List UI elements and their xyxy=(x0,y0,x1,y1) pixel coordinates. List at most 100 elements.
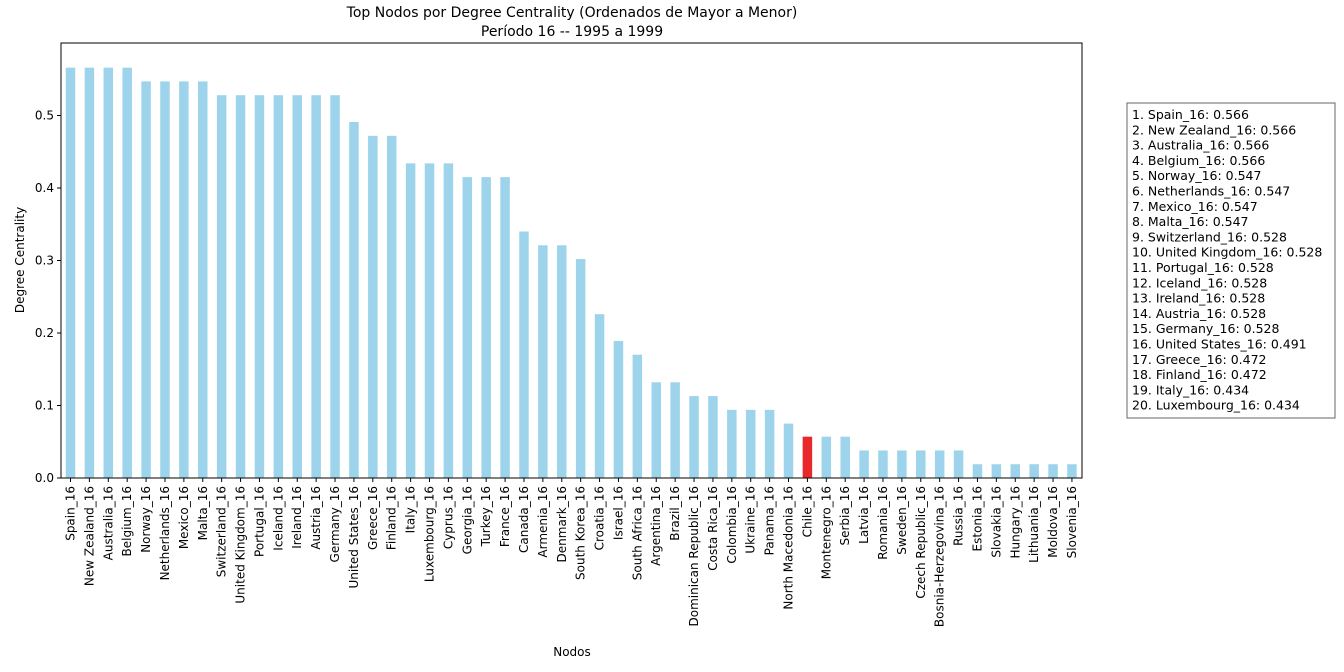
chart-title: Top Nodos por Degree Centrality (Ordenad… xyxy=(346,5,798,21)
bar-switzerland-16 xyxy=(216,95,227,478)
x-tick-label: Cyprus_16 xyxy=(441,486,455,549)
x-tick-label: Germany_16 xyxy=(328,486,342,562)
x-tick-label: Mexico_16 xyxy=(177,486,191,549)
bar-austria-16 xyxy=(311,95,321,478)
legend-entry: 6. Netherlands_16: 0.547 xyxy=(1132,184,1290,199)
x-tick-label: Estonia_16 xyxy=(970,486,984,551)
bar-belgium-16 xyxy=(122,67,132,479)
x-tick-label: Brazil_16 xyxy=(668,486,682,541)
legend-entry: 15. Germany_16: 0.528 xyxy=(1132,321,1279,336)
legend-entry: 4. Belgium_16: 0.566 xyxy=(1132,153,1265,168)
chart-subtitle: Período 16 -- 1995 a 1999 xyxy=(481,24,663,40)
bar-south-africa-16 xyxy=(632,354,643,478)
x-tick-label: Portugal_16 xyxy=(252,486,266,557)
x-tick-label: Ireland_16 xyxy=(290,486,304,549)
bar-panama-16 xyxy=(764,409,775,478)
bar-new-zealand-16 xyxy=(84,67,95,479)
x-tick-label: Finland_16 xyxy=(385,486,399,550)
bar-hungary-16 xyxy=(1010,464,1020,478)
bar-bosnia-herzegovina-16 xyxy=(934,450,945,478)
bar-malta-16 xyxy=(198,81,208,479)
x-tick-label: Croatia_16 xyxy=(593,486,607,550)
x-tick-label: Austria_16 xyxy=(309,486,323,550)
bar-brazil-16 xyxy=(670,382,680,478)
bar-montenegro-16 xyxy=(821,436,832,478)
x-tick-label: Argentina_16 xyxy=(649,486,663,566)
bar-costa-rica-16 xyxy=(708,396,718,478)
y-tick-label: 0.4 xyxy=(35,181,54,195)
bar-moldova-16 xyxy=(1048,464,1058,478)
bar-italy-16 xyxy=(405,163,416,478)
legend-entry: 16. United States_16: 0.491 xyxy=(1132,337,1307,352)
x-tick-label: Canada_16 xyxy=(517,486,531,553)
bar-romania-16 xyxy=(878,450,888,478)
legend-box xyxy=(1126,102,1336,419)
legend-entry: 19. Italy_16: 0.434 xyxy=(1132,382,1249,397)
bar-canada-16 xyxy=(519,231,529,478)
x-tick-label: Costa Rica_16 xyxy=(706,486,720,571)
y-tick-label: 0.5 xyxy=(35,109,54,123)
x-tick-label: Turkey_16 xyxy=(479,486,493,547)
bar-cyprus-16 xyxy=(443,163,454,478)
x-tick-label: South Korea_16 xyxy=(574,486,588,580)
x-tick-label: Iceland_16 xyxy=(271,486,285,551)
bar-denmark-16 xyxy=(557,245,567,478)
legend-entry: 11. Portugal_16: 0.528 xyxy=(1132,260,1274,275)
y-axis-label: Degree Centrality xyxy=(13,207,27,313)
bar-germany-16 xyxy=(330,95,340,478)
x-tick-label: Slovakia_16 xyxy=(989,486,1003,558)
bar-serbia-16 xyxy=(840,436,850,478)
x-tick-label: Norway_16 xyxy=(139,486,153,553)
y-tick-label: 0.1 xyxy=(35,399,54,413)
x-tick-label: Switzerland_16 xyxy=(215,486,229,577)
x-tick-label: South Africa_16 xyxy=(630,486,644,580)
x-tick-label: North Macedonia_16 xyxy=(782,486,796,610)
x-tick-label: Italy_16 xyxy=(404,486,418,533)
x-tick-label: Serbia_16 xyxy=(838,486,852,546)
x-tick-label: Sweden_16 xyxy=(895,486,909,555)
x-tick-label: Romania_16 xyxy=(876,486,890,560)
x-axis-label: Nodos xyxy=(553,645,591,659)
bar-estonia-16 xyxy=(972,464,983,478)
bar-spain-16 xyxy=(65,67,76,479)
y-tick-label: 0.3 xyxy=(35,254,54,268)
bar-czech-republic-16 xyxy=(916,450,926,478)
x-tick-label: Czech Republic_16 xyxy=(914,486,928,599)
legend-entry: 7. Mexico_16: 0.547 xyxy=(1132,199,1258,214)
bar-armenia-16 xyxy=(538,245,548,478)
y-tick-label: 0.0 xyxy=(35,471,54,485)
bar-greece-16 xyxy=(368,135,378,479)
x-tick-label: France_16 xyxy=(498,486,512,547)
x-tick-label: Greece_16 xyxy=(366,486,380,550)
bar-australia-16 xyxy=(103,67,114,479)
bar-turkey-16 xyxy=(481,177,491,478)
bar-north-macedonia-16 xyxy=(783,423,794,478)
x-tick-label: Denmark_16 xyxy=(555,486,569,562)
bar-ukraine-16 xyxy=(745,409,756,478)
bar-chile-16 xyxy=(802,436,813,478)
bars-group xyxy=(65,67,1077,479)
legend-entry: 5. Norway_16: 0.547 xyxy=(1132,168,1261,183)
bar-slovenia-16 xyxy=(1067,464,1077,478)
bar-georgia-16 xyxy=(462,177,473,478)
bar-colombia-16 xyxy=(727,409,737,478)
x-tick-label: Lithuania_16 xyxy=(1027,486,1041,563)
x-tick-label: Panama_16 xyxy=(763,486,777,555)
x-tick-label: Israel_16 xyxy=(611,486,625,540)
legend-entry: 10. United Kingdom_16: 0.528 xyxy=(1132,245,1322,260)
bar-finland-16 xyxy=(386,135,397,479)
x-tick-label: Spain_16 xyxy=(64,486,78,541)
x-tick-label: Slovenia_16 xyxy=(1065,486,1079,558)
bar-mexico-16 xyxy=(179,81,189,479)
x-tick-label: Montenegro_16 xyxy=(819,486,833,579)
bar-luxembourg-16 xyxy=(424,163,435,478)
x-tick-label: Latvia_16 xyxy=(857,486,871,544)
legend-entry: 20. Luxembourg_16: 0.434 xyxy=(1132,398,1300,413)
bar-dominican-republic-16 xyxy=(689,396,699,478)
bar-south-korea-16 xyxy=(575,259,586,478)
x-tick-label: Ukraine_16 xyxy=(744,486,758,554)
x-tick-label: Chile_16 xyxy=(800,486,814,537)
bar-netherlands-16 xyxy=(160,81,170,479)
legend-entry: 3. Australia_16: 0.566 xyxy=(1132,138,1269,153)
